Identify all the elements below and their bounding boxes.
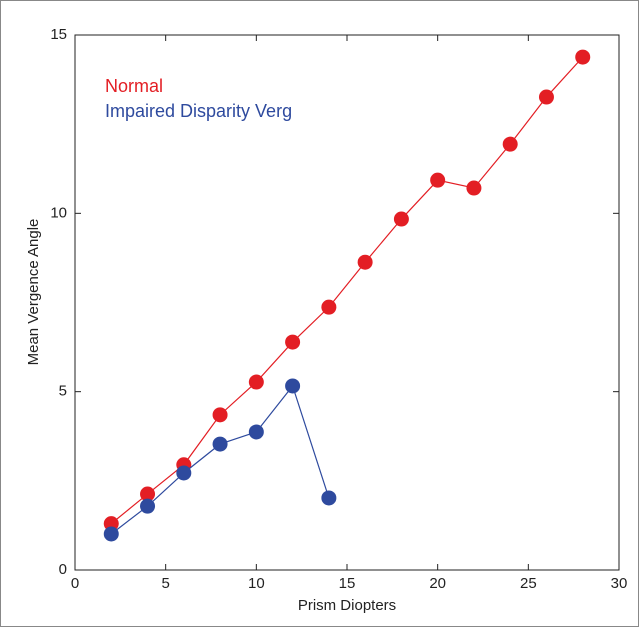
data-point	[103, 526, 119, 542]
data-point	[538, 89, 554, 105]
y-tick-label: 0	[59, 561, 67, 578]
data-point	[321, 299, 337, 315]
data-point	[212, 436, 228, 452]
series-line	[110, 56, 584, 525]
data-point	[430, 172, 446, 188]
data-point	[285, 378, 301, 394]
x-tick-label: 30	[611, 575, 628, 592]
data-point	[393, 211, 409, 227]
x-tick-label: 25	[520, 575, 537, 592]
x-tick-label: 20	[429, 575, 446, 592]
data-point	[140, 498, 156, 514]
legend-entry: Normal	[105, 76, 163, 96]
data-point	[502, 136, 518, 152]
x-tick-label: 10	[248, 575, 265, 592]
data-point	[140, 486, 156, 502]
data-point	[248, 374, 264, 390]
y-axis-label: Mean Vergence Angle	[25, 219, 42, 366]
data-point	[321, 490, 337, 506]
data-point	[466, 180, 482, 196]
data-point	[103, 516, 119, 532]
legend-entry: Impaired Disparity Verg	[105, 101, 292, 121]
y-tick-label: 15	[50, 26, 67, 43]
data-point	[357, 254, 373, 270]
data-point	[212, 407, 228, 423]
data-point	[176, 465, 192, 481]
x-tick-label: 5	[161, 575, 169, 592]
x-tick-label: 15	[339, 575, 356, 592]
data-point	[575, 49, 591, 65]
x-tick-label: 0	[71, 575, 79, 592]
data-point	[248, 424, 264, 440]
y-tick-label: 5	[59, 383, 67, 400]
data-point	[285, 334, 301, 350]
x-axis-label: Prism Diopters	[298, 597, 396, 614]
y-tick-label: 10	[50, 204, 67, 221]
